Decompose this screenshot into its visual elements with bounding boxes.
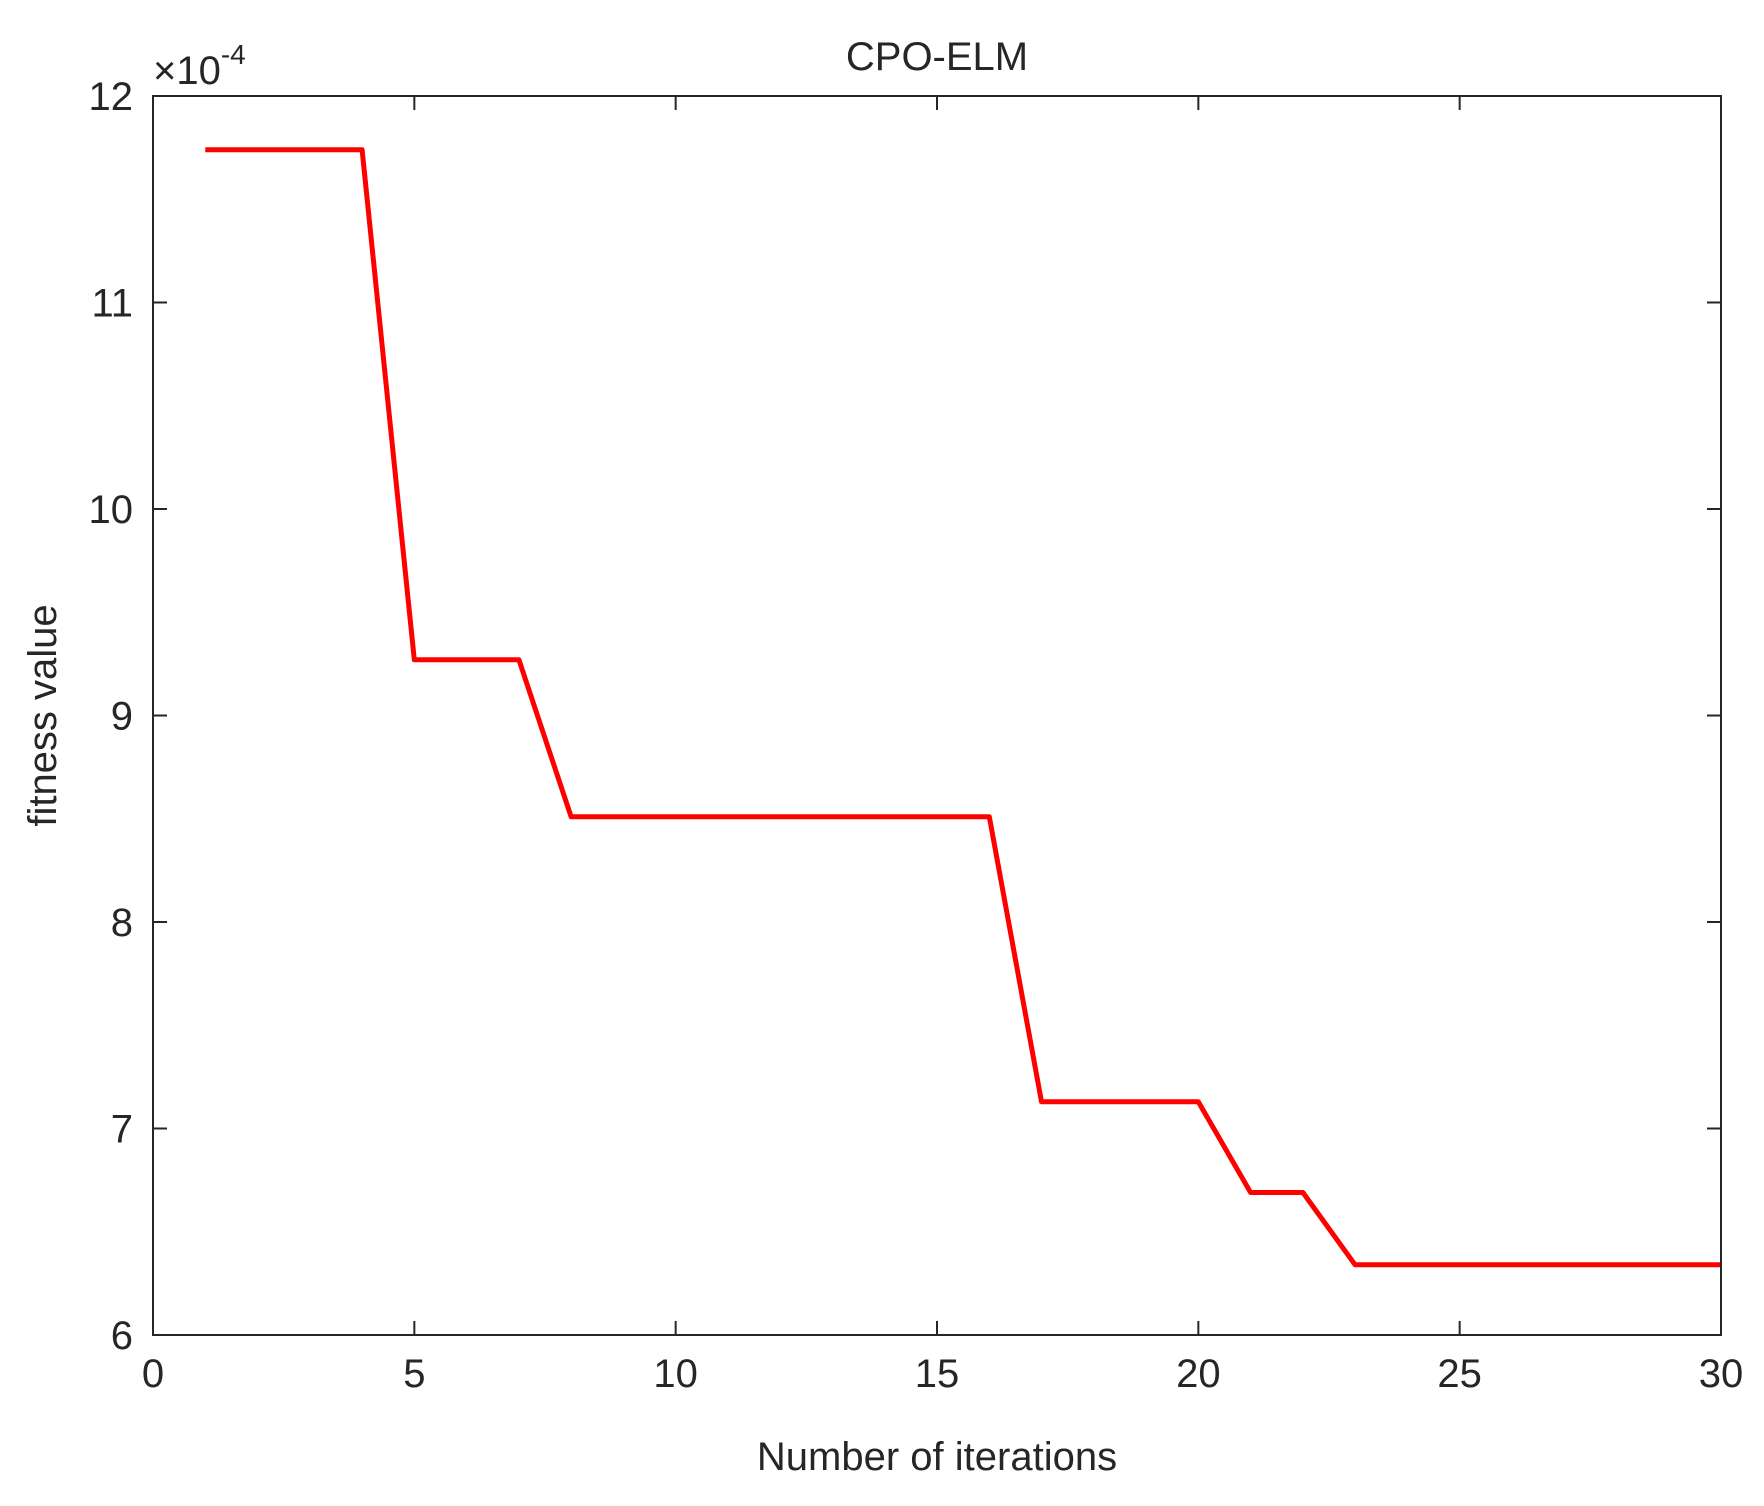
y-tick-label: 10	[89, 488, 134, 532]
x-tick-label: 15	[915, 1352, 960, 1396]
y-tick-label: 6	[111, 1314, 133, 1358]
y-tick-label: 12	[89, 75, 134, 119]
x-tick-label: 10	[653, 1352, 698, 1396]
x-tick-label: 5	[403, 1352, 425, 1396]
y-tick-label: 8	[111, 901, 133, 945]
y-axis-label: fitness value	[21, 604, 65, 826]
y-exponent-label: ×10-4	[153, 39, 246, 93]
series-line	[205, 147, 1721, 1268]
y-tick-label: 7	[111, 1108, 133, 1152]
chart-title: CPO-ELM	[846, 35, 1028, 79]
x-tick-label: 20	[1176, 1352, 1221, 1396]
x-tick-label: 25	[1437, 1352, 1482, 1396]
y-tick-label: 9	[111, 695, 133, 739]
x-axis-label: Number of iterations	[757, 1435, 1117, 1479]
y-tick-label: 11	[91, 282, 133, 326]
x-tick-label: 0	[142, 1352, 164, 1396]
x-tick-label: 30	[1699, 1352, 1744, 1396]
